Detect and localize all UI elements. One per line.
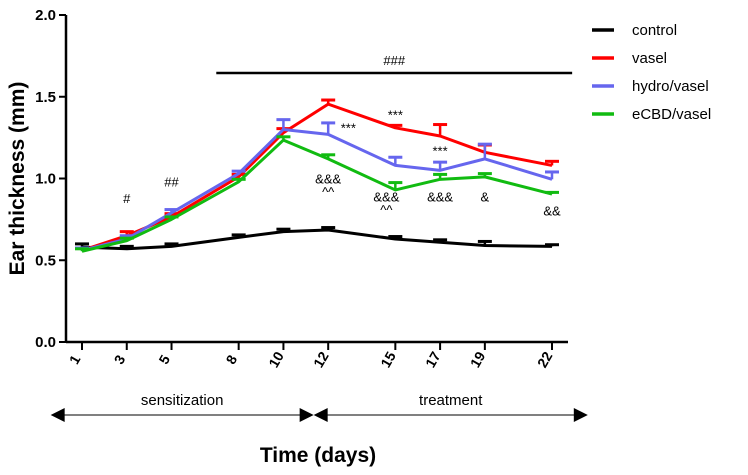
x-tick-label: 3: [111, 352, 129, 367]
x-tick-label: 8: [222, 352, 240, 367]
x-tick-label: 12: [310, 349, 332, 371]
x-axis-title: Time (days): [260, 444, 376, 467]
annotation-label: ^^: [322, 184, 335, 199]
annotation-label: ***: [433, 144, 448, 159]
series-line-control: [81, 228, 553, 251]
annotation-label: &&&: [373, 189, 399, 204]
legend-label: vasel: [632, 50, 667, 67]
annotation-label: ***: [388, 108, 403, 123]
plot-area: 0.0 0.5 1.0 1.5 2.0 1 3 5 8 10 12 15 17 19 22 Ear thick…: [6, 7, 588, 467]
phase-arrow-head-left: [50, 408, 65, 422]
x-tick-label: 10: [265, 349, 287, 371]
series-ecbd-vasel: [75, 135, 559, 253]
x-tick-label: 1: [66, 352, 84, 367]
series-line-hydro-vasel: [81, 127, 553, 252]
y-axis-title: Ear thickness (mm): [6, 82, 29, 276]
annotation-label: ***: [341, 121, 356, 136]
phase-arrow-head-right: [299, 408, 314, 422]
x-tick-label: 22: [534, 349, 556, 371]
annotation-label: &&&: [427, 189, 453, 204]
series-line-ecbd-vasel: [81, 138, 553, 253]
annotation-label: &&: [543, 203, 561, 218]
annotation-label: ^^: [380, 202, 393, 217]
phase-label: sensitization: [141, 392, 224, 409]
x-tick-label: 15: [377, 349, 399, 371]
phase-arrow-head-right: [573, 408, 588, 422]
annotation-label: ##: [164, 175, 179, 190]
y-tick-label: 0.0: [35, 334, 56, 351]
legend-label: hydro/vasel: [632, 78, 709, 95]
annotation-label: &: [481, 189, 490, 204]
phase-arrow-head-left: [313, 408, 328, 422]
legend-label: control: [632, 22, 677, 39]
significance-bar-label: ###: [383, 53, 405, 68]
series-control: [75, 226, 559, 251]
y-tick-label: 1.5: [35, 89, 56, 106]
legend-label: eCBD/vasel: [632, 106, 711, 123]
y-tick-label: 0.5: [35, 252, 56, 269]
annotation-label: &&&: [315, 171, 341, 186]
x-tick-label: 19: [467, 349, 489, 371]
x-tick-label: 17: [422, 349, 444, 371]
annotation-label: #: [123, 191, 131, 206]
x-tick-label: 5: [155, 352, 173, 367]
y-tick-label: 1.0: [35, 171, 56, 188]
legend: control vasel hydro/vasel eCBD/vasel: [592, 22, 711, 123]
phase-label: treatment: [419, 392, 483, 409]
y-tick-label: 2.0: [35, 7, 56, 24]
